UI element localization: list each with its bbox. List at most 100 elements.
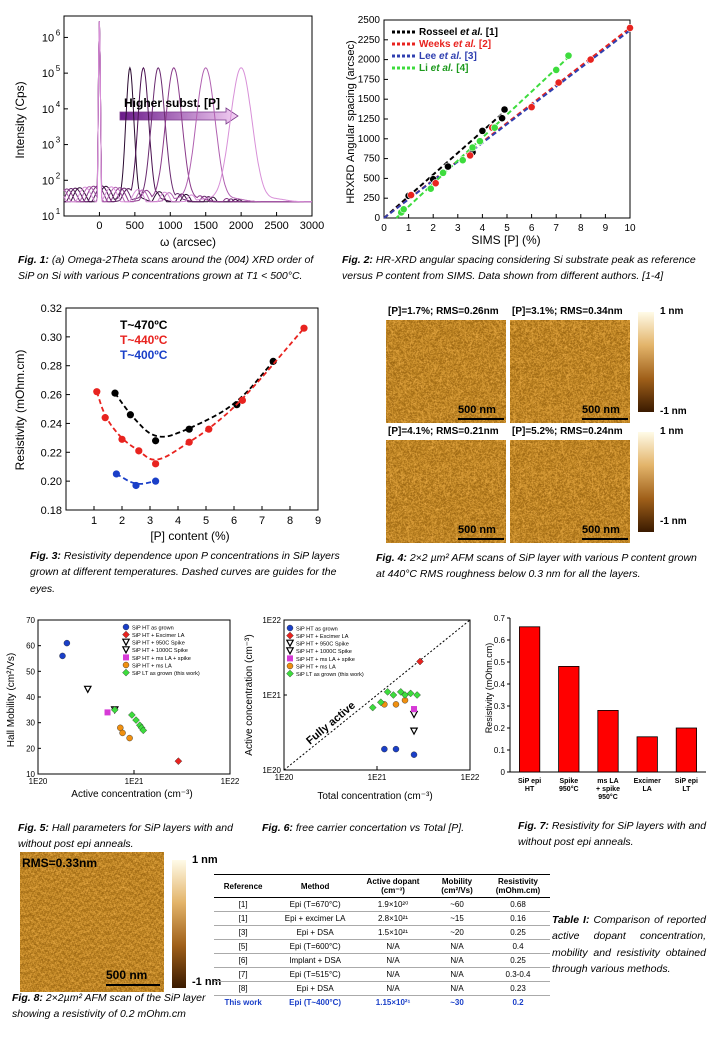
fig5-data-point <box>119 729 126 737</box>
fig2-ytick-label: 500 <box>363 173 380 184</box>
fig2-xtick-label: 5 <box>504 223 510 234</box>
fig2-xtick-label: 10 <box>624 223 636 234</box>
fig7-ylabel: Resistivity (mOhm.cm) <box>484 643 494 734</box>
fig7-ytick-label: 0.1 <box>494 746 506 755</box>
table-cell: N/A <box>358 939 428 954</box>
fig5-caption: Fig. 5: Hall parameters for SiP layers w… <box>18 820 233 853</box>
fig6-legend-label: SiP HT + Excimer LA <box>296 634 349 640</box>
fig4-panel-label-0: [P]=1.7%; RMS=0.26nm <box>388 306 499 317</box>
fig5-legend-marker <box>123 654 129 661</box>
table-cell: N/A <box>428 939 486 954</box>
fig6-legend-label: SiP HT as grown <box>296 626 338 632</box>
fig6-data-point <box>381 745 388 753</box>
fig3-plot-frame <box>65 307 319 511</box>
fig3-legend-0: T~470ºC <box>120 318 168 332</box>
fig3-data-point <box>112 470 120 478</box>
fig4-colorbar-bottom-1: -1 nm <box>660 516 687 527</box>
table-cell: ~60 <box>428 897 486 912</box>
fig2-legend-1: Weeks et al. [2] <box>419 39 491 50</box>
table-cell: 0.16 <box>486 911 550 926</box>
fig6-data-point <box>406 689 415 698</box>
table-row: [1] Epi (T=670°C) 1.9×10²⁰ ~60 0.68 <box>214 897 550 912</box>
fig4-afm-image-3 <box>510 440 630 543</box>
fig8-label: RMS=0.33nm <box>22 856 98 870</box>
fig5-data-point <box>128 711 136 719</box>
fig1-ytick-exponent: 4 <box>56 100 61 109</box>
fig5-ytick-label: 50 <box>26 667 35 676</box>
fig2-data-point <box>426 184 435 193</box>
fig6-legend-marker <box>286 669 294 678</box>
fig7-bar <box>675 727 697 773</box>
fig3-ytick-label: 0.18 <box>41 505 62 517</box>
fig3-data-point <box>93 388 101 396</box>
fig5-ytick-label: 60 <box>26 642 35 651</box>
fig1-ytick-label: 10 <box>42 211 54 223</box>
fig6-diagonal <box>283 619 471 771</box>
fig4-caption: Fig. 4: 2×2 µm² AFM scans of SiP layer w… <box>376 550 706 583</box>
table-cell: 0.3-0.4 <box>486 967 550 982</box>
fig2-data-point <box>552 65 561 74</box>
fig2-data-point <box>564 51 573 60</box>
table-cell: [7] <box>214 967 273 982</box>
fig6-data-point <box>392 701 400 708</box>
fig6-caption-label: Fig. 6: <box>262 822 293 834</box>
fig2-data-point <box>478 126 487 135</box>
fig5-legend-label: SiP HT + Excimer LA <box>132 633 185 639</box>
fig2-data-point <box>490 123 499 132</box>
fig8-colorbar-top: 1 nm <box>192 854 218 866</box>
fig7-category-label: Spike <box>559 778 578 785</box>
fig6-data-point <box>401 691 409 699</box>
fig3-ytick-label: 0.22 <box>41 447 62 459</box>
fig4-caption-text: 2×2 µm² AFM scans of SiP layer with vari… <box>376 552 697 581</box>
table-cell: N/A <box>358 953 428 968</box>
fig6-legend-label: SiP HT + 950C Spike <box>296 642 349 648</box>
fig2-ytick-label: 1500 <box>358 94 381 105</box>
fig3-guide-curve <box>114 360 274 438</box>
fig2-data-point <box>476 137 484 146</box>
fig4-afm-image-2 <box>386 440 506 543</box>
fig4-afm-image-1 <box>510 320 630 423</box>
fig6-legend-marker <box>286 631 294 640</box>
table1-header: Method <box>272 874 358 898</box>
fig6-legend-label: SiP LT as grown (this work) <box>296 672 364 678</box>
fig5-data-point <box>139 726 148 735</box>
fig3-legend-1: T~440ºC <box>120 333 168 347</box>
table-cell: [3] <box>214 925 273 940</box>
fig3-xtick-label: 8 <box>287 515 293 527</box>
fig1-scan-curve <box>63 21 312 203</box>
fig6-data-point <box>381 701 388 708</box>
fig6-xtick-label: 1E22 <box>461 773 480 782</box>
fig6-ylabel: Active concentration (cm⁻³) <box>244 634 255 755</box>
fig2-data-point <box>554 78 563 87</box>
fig2-data-point <box>626 24 634 32</box>
fig7-category-label: + spike <box>596 786 620 793</box>
fig3-xtick-label: 9 <box>315 515 321 527</box>
table-cell: N/A <box>358 981 428 996</box>
table-cell: 1.15×10²¹ <box>375 998 411 1007</box>
fig5-legend-label: SiP HT + 1000C Spike <box>132 648 188 654</box>
fig1-ytick-exponent: 6 <box>56 28 61 37</box>
fig1-scan-curve <box>63 21 312 203</box>
fig4-scalebar-label-1: 500 nm <box>582 404 620 416</box>
fig7-category-label: LT <box>682 786 691 793</box>
table-row: [5] Epi (T=600°C) N/A N/A 0.4 <box>214 939 550 954</box>
fig2-data-point <box>439 168 447 177</box>
fig2-data-point <box>488 123 497 132</box>
fig1-ytick-exponent: 5 <box>56 64 61 73</box>
table1-header: Mobility (cm²/Vs) <box>428 874 486 898</box>
fig2-ytick-label: 1000 <box>358 134 381 145</box>
fig1-arrow-label: Higher subst. [P] <box>124 96 220 110</box>
fig4-scalebar-label-3: 500 nm <box>582 524 620 536</box>
fig3-data-point <box>126 411 134 419</box>
fig1-xtick-label: 500 <box>126 220 144 232</box>
fig1-scan-curve <box>63 21 312 203</box>
fig3-data-point <box>152 437 160 445</box>
table-cell: ~20 <box>428 925 486 940</box>
fig6-data-point <box>389 691 398 699</box>
fig3-data-point <box>300 324 308 332</box>
fig5-ytick-label: 70 <box>26 616 35 625</box>
fig2-xtick-label: 7 <box>553 223 559 234</box>
fig6-xtick-label: 1E21 <box>368 773 387 782</box>
fig5-data-point <box>63 639 71 647</box>
fig6-caption: Fig. 6: free carrier concertation vs Tot… <box>262 820 502 836</box>
